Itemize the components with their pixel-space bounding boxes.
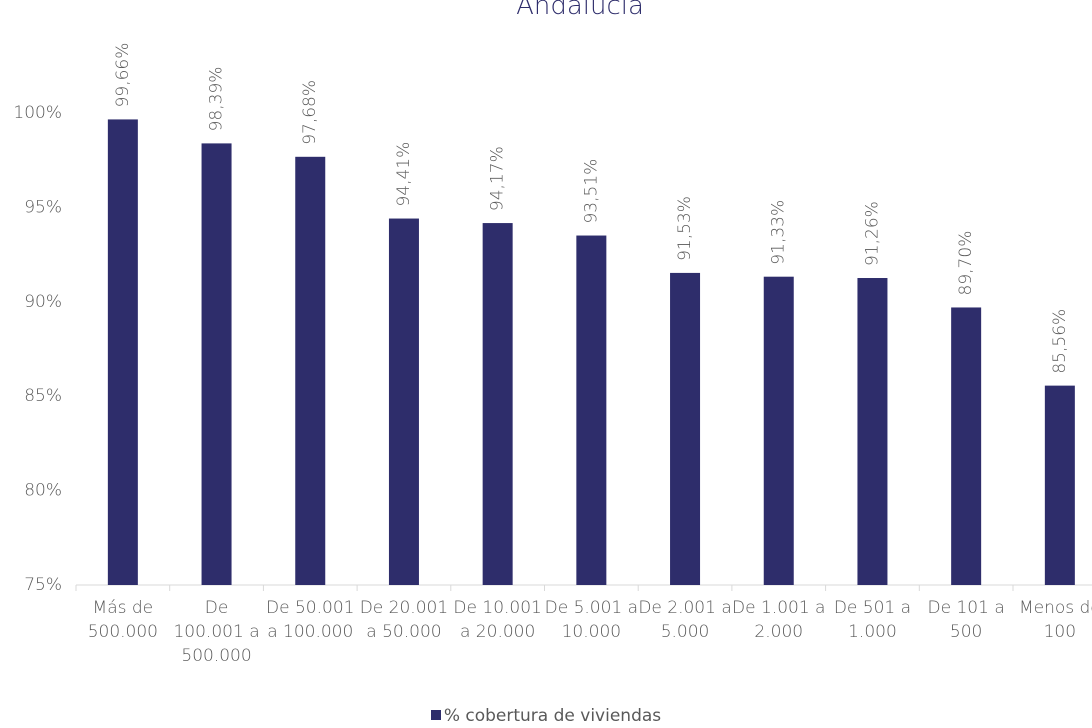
legend-label: % cobertura de viviendas: [443, 706, 662, 726]
x-tick-label: De 100.001 a 500.000: [173, 598, 260, 666]
bar: [576, 235, 607, 586]
x-tick-label: De 5.001 a 10.000: [544, 598, 639, 642]
y-tick-label: 90%: [24, 292, 62, 312]
data-label: 99,66%: [113, 43, 133, 108]
data-label: 91,33%: [769, 200, 789, 265]
x-tick-label: De 20.001 a 50.000: [359, 598, 449, 642]
bar: [482, 223, 513, 585]
x-tick-label: De 101 a 500: [927, 598, 1005, 642]
bar: [951, 307, 982, 585]
bar: [107, 119, 138, 586]
chart-title: Andalucía: [516, 0, 644, 21]
bar: [295, 156, 326, 585]
x-tick-label: De 2.001 a 5.000: [638, 598, 732, 642]
x-tick-label: De 10.001 a 20.000: [453, 598, 542, 642]
bar: [857, 278, 888, 585]
data-label: 94,17%: [488, 146, 508, 211]
y-tick-label: 80%: [24, 481, 62, 501]
y-tick-label: 100%: [13, 103, 62, 123]
y-tick-label: 95%: [24, 197, 62, 217]
bar: [763, 276, 794, 585]
x-tick-label: Más de 500.000: [87, 598, 158, 642]
data-label: 93,51%: [581, 159, 601, 224]
data-label: 98,39%: [207, 67, 227, 132]
bar: [388, 218, 419, 586]
data-label: 85,56%: [1050, 309, 1070, 374]
x-tick-label: Menos de 100: [1018, 598, 1092, 642]
data-label: 94,41%: [394, 142, 414, 207]
x-tick-label: De 1.001 a 2.000: [732, 598, 826, 642]
data-label: 91,26%: [862, 201, 882, 266]
data-label: 91,53%: [675, 196, 695, 261]
y-tick-label: 85%: [24, 386, 62, 406]
bar: [1044, 385, 1075, 585]
legend: % cobertura de viviendas: [0, 706, 1092, 726]
y-tick-label: 75%: [24, 575, 62, 595]
bar: [670, 272, 701, 585]
data-label: 97,68%: [300, 80, 320, 145]
x-tick-label: De 501 a 1.000: [833, 598, 912, 642]
legend-swatch: [430, 710, 441, 720]
bar: [201, 143, 232, 586]
data-label: 89,70%: [956, 231, 976, 296]
x-tick-label: De 50.001 a 100.000: [266, 598, 355, 642]
